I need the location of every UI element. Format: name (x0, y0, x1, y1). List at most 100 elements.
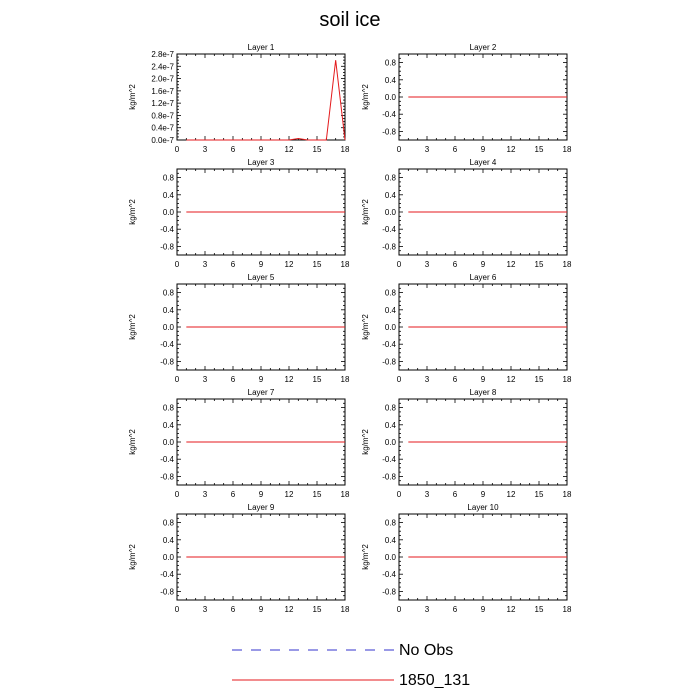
x-tick-label: 0 (175, 605, 180, 614)
x-tick-label: 12 (507, 260, 516, 269)
y-tick-label: 0.4 (163, 421, 175, 430)
x-tick-label: 6 (453, 145, 458, 154)
panel-layer-5: Layer 5 kg/m^2 0 3 6 9 12 15 18 -0.8 -0.4 0.0 0.4 0.8 (128, 273, 350, 384)
y-tick-label: -0.8 (382, 127, 396, 136)
x-tick-label: 15 (535, 605, 544, 614)
panel-title: Layer 5 (248, 273, 275, 282)
x-tick-label: 6 (453, 375, 458, 384)
x-tick-label: 9 (259, 605, 264, 614)
y-tick-label: 0.8 (163, 519, 175, 528)
figure-title: soil ice (319, 9, 381, 31)
y-axis-label: kg/m^2 (361, 199, 370, 225)
panel-layer-4: Layer 4 kg/m^2 0 3 6 9 12 15 18 -0.8 -0.4 0.0 0.4 0.8 (361, 158, 572, 269)
x-tick-label: 15 (313, 375, 322, 384)
x-tick-label: 18 (341, 490, 350, 499)
x-tick-label: 0 (397, 145, 402, 154)
y-tick-label: 0.4 (385, 536, 397, 545)
x-tick-label: 18 (563, 375, 572, 384)
x-tick-label: 9 (481, 490, 486, 499)
x-tick-label: 0 (397, 260, 402, 269)
x-tick-label: 3 (425, 375, 430, 384)
y-axis-label: kg/m^2 (361, 314, 370, 340)
x-tick-label: 0 (175, 260, 180, 269)
x-tick-label: 18 (341, 145, 350, 154)
x-tick-label: 9 (259, 145, 264, 154)
y-tick-label: 0.4 (385, 421, 397, 430)
x-tick-label: 12 (285, 260, 294, 269)
panel-layer-9: Layer 9 kg/m^2 0 3 6 9 12 15 18 -0.8 -0.4 0.0 0.4 0.8 (128, 503, 350, 614)
x-tick-label: 6 (453, 490, 458, 499)
y-tick-label: 0.8 (163, 289, 175, 298)
y-tick-label: 0.8 (385, 59, 397, 68)
panel-title: Layer 6 (470, 273, 497, 282)
x-tick-label: 12 (507, 145, 516, 154)
y-tick-label: 0.8 (163, 174, 175, 183)
x-tick-label: 6 (231, 375, 236, 384)
x-tick-label: 3 (425, 260, 430, 269)
y-tick-label: 0.8e-7 (151, 111, 174, 120)
y-tick-label: -0.8 (382, 357, 396, 366)
y-axis-label: kg/m^2 (361, 429, 370, 455)
y-tick-label: 0.4e-7 (151, 124, 174, 133)
y-tick-label: 0.8 (385, 174, 397, 183)
x-tick-label: 18 (563, 260, 572, 269)
x-tick-label: 9 (259, 375, 264, 384)
y-tick-label: -0.4 (160, 455, 174, 464)
x-tick-label: 3 (203, 605, 208, 614)
y-tick-label: -0.4 (382, 225, 396, 234)
x-tick-label: 12 (285, 375, 294, 384)
y-tick-label: 0.0 (163, 208, 175, 217)
y-tick-label: -0.8 (160, 472, 174, 481)
y-axis-label: kg/m^2 (128, 84, 137, 110)
y-tick-label: 1.6e-7 (151, 87, 174, 96)
legend: No Obs 1850_131 (232, 642, 470, 689)
x-tick-label: 15 (313, 260, 322, 269)
y-tick-label: 0.4 (385, 76, 397, 85)
x-tick-label: 12 (507, 375, 516, 384)
x-tick-label: 6 (453, 605, 458, 614)
y-axis-label: kg/m^2 (361, 84, 370, 110)
y-axis-label: kg/m^2 (128, 199, 137, 225)
legend-label-1: No Obs (399, 642, 453, 659)
y-tick-label: -0.4 (382, 570, 396, 579)
panel-title: Layer 1 (248, 43, 275, 52)
x-tick-label: 0 (175, 375, 180, 384)
x-tick-label: 15 (535, 375, 544, 384)
panel-layer-7: Layer 7 kg/m^2 0 3 6 9 12 15 18 -0.8 -0.4 0.0 0.4 0.8 (128, 388, 350, 499)
x-tick-label: 3 (203, 145, 208, 154)
x-tick-label: 18 (563, 145, 572, 154)
x-tick-label: 12 (285, 145, 294, 154)
y-tick-label: 2.8e-7 (151, 50, 174, 59)
y-tick-label: 0.4 (385, 191, 397, 200)
y-tick-label: 2.4e-7 (151, 62, 174, 71)
x-tick-label: 3 (425, 605, 430, 614)
y-tick-label: 0.0 (385, 438, 397, 447)
y-tick-label: 0.8 (385, 519, 397, 528)
y-tick-label: 0.0 (385, 93, 397, 102)
y-tick-label: 0.4 (163, 306, 175, 315)
panel-layer-10: Layer 10 kg/m^2 0 3 6 9 12 15 18 -0.8 -0.4 0.0 0.4 0.… (361, 503, 572, 614)
y-tick-label: 0.8 (163, 404, 175, 413)
panel-layer-8: Layer 8 kg/m^2 0 3 6 9 12 15 18 -0.8 -0.4 0.0 0.4 0.8 (361, 388, 572, 499)
x-tick-label: 3 (203, 375, 208, 384)
x-tick-label: 9 (481, 375, 486, 384)
x-tick-label: 6 (453, 260, 458, 269)
y-tick-label: 0.4 (385, 306, 397, 315)
x-tick-label: 0 (397, 605, 402, 614)
x-tick-label: 9 (481, 605, 486, 614)
y-tick-label: 0.0 (385, 208, 397, 217)
x-tick-label: 18 (341, 260, 350, 269)
x-tick-label: 15 (313, 605, 322, 614)
series-line-1850-131 (186, 60, 346, 141)
y-tick-label: -0.8 (160, 242, 174, 251)
y-tick-label: -0.8 (382, 472, 396, 481)
x-tick-label: 12 (507, 490, 516, 499)
y-tick-label: 0.0 (385, 553, 397, 562)
y-axis-label: kg/m^2 (361, 544, 370, 570)
panel-title: Layer 3 (248, 158, 275, 167)
x-tick-label: 6 (231, 490, 236, 499)
y-tick-label: 0.0 (385, 323, 397, 332)
y-tick-label: -0.4 (160, 225, 174, 234)
panel-layer-3: Layer 3 kg/m^2 0 3 6 9 12 15 18 -0.8 -0.4 0.0 0.4 0.8 (128, 158, 350, 269)
